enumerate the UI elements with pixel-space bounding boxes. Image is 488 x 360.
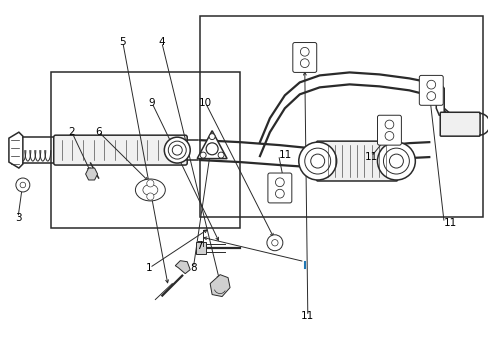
Circle shape [275,178,284,186]
Circle shape [164,137,190,163]
Text: 11: 11 [278,150,291,160]
Circle shape [300,48,308,56]
Circle shape [383,148,408,174]
Text: 11: 11 [443,218,457,228]
Text: 7: 7 [196,241,203,251]
FancyBboxPatch shape [439,112,479,136]
Text: 3: 3 [15,213,21,222]
Circle shape [146,193,154,200]
Ellipse shape [142,184,158,195]
FancyBboxPatch shape [267,173,291,203]
Circle shape [200,152,206,158]
FancyBboxPatch shape [419,75,442,105]
Text: 2: 2 [68,127,75,136]
Circle shape [209,134,215,140]
Text: 6: 6 [95,127,102,136]
Circle shape [146,180,154,187]
FancyBboxPatch shape [54,135,187,165]
Circle shape [172,145,182,155]
Ellipse shape [135,179,165,201]
Polygon shape [175,261,190,274]
Bar [51,72,240,228]
FancyBboxPatch shape [292,42,316,72]
Circle shape [16,178,30,192]
Circle shape [388,154,403,168]
Circle shape [266,235,282,251]
Text: 9: 9 [148,98,155,108]
FancyBboxPatch shape [377,115,401,145]
Circle shape [426,92,435,100]
Bar [200,15,482,217]
Polygon shape [210,275,229,297]
Circle shape [384,131,393,140]
Circle shape [275,189,284,198]
Circle shape [271,239,278,246]
FancyBboxPatch shape [316,141,397,181]
Circle shape [377,142,414,180]
Text: 4: 4 [158,37,164,47]
Circle shape [298,142,336,180]
Polygon shape [9,132,23,168]
Circle shape [218,152,224,158]
Circle shape [168,141,186,159]
Circle shape [304,148,330,174]
Text: 8: 8 [190,263,196,273]
Polygon shape [85,168,98,180]
Polygon shape [430,82,443,115]
Text: 10: 10 [199,98,212,108]
Circle shape [384,120,393,129]
Circle shape [206,143,218,155]
Polygon shape [196,242,206,254]
Text: 11: 11 [364,152,377,162]
Circle shape [300,59,308,68]
Text: 5: 5 [119,37,126,47]
Circle shape [310,154,324,168]
Circle shape [20,182,25,188]
Text: 11: 11 [301,311,314,321]
Circle shape [426,80,435,89]
Text: 1: 1 [146,263,153,273]
Polygon shape [197,131,226,159]
